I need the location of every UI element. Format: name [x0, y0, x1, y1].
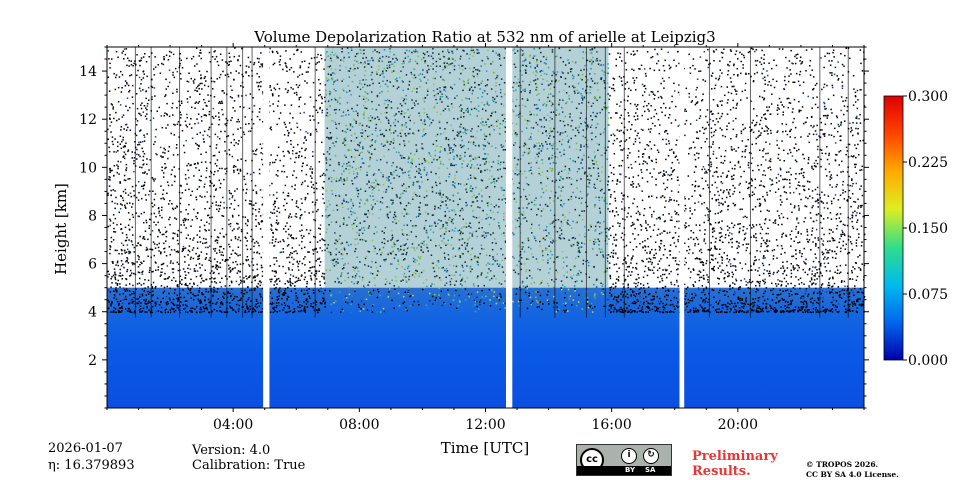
preliminary-notice: Preliminary Results. — [692, 449, 778, 479]
data-gap — [506, 47, 513, 408]
colorbar-tick-label: 0.300 — [908, 89, 948, 105]
copyright-text: © TROPOS 2026. — [806, 460, 879, 469]
cc-by-text: BY — [625, 466, 636, 474]
y-tick-label: 8 — [88, 208, 97, 224]
footer-date: 2026-01-07 — [48, 441, 123, 456]
y-tick-label: 4 — [88, 305, 97, 321]
colorbar-tick-label: 0.225 — [908, 155, 948, 171]
license-notice: © TROPOS 2026. CC BY SA 4.0 License. — [806, 460, 899, 480]
boundary-layer-region — [107, 287, 864, 408]
footer-calibration: Calibration: True — [192, 458, 306, 473]
preliminary-text: Preliminary — [692, 449, 778, 464]
y-tick-label: 10 — [79, 160, 97, 176]
colorbar-gradient — [883, 95, 904, 361]
x-tick-label: 08:00 — [339, 417, 379, 433]
data-gap — [263, 47, 270, 408]
y-tick-label: 2 — [88, 353, 97, 369]
x-tick-label: 04:00 — [213, 417, 253, 433]
cc-badge-strip — [577, 466, 671, 475]
x-tick-label: 16:00 — [591, 417, 631, 433]
share-alike-icon: ↻ — [643, 448, 659, 464]
footer-eta: η: 16.379893 — [48, 458, 135, 473]
x-tick-label: 20:00 — [718, 417, 758, 433]
cc-license-badge: cc i ↻ BY SA — [576, 444, 672, 476]
y-tick-label: 14 — [79, 64, 97, 80]
footer-version: Version: 4.0 — [192, 443, 271, 458]
axes: 04:00 08:00 12:00 16:00 20:00 2 4 6 8 10 12 14 — [79, 43, 869, 433]
chart-title: Volume Depolarization Ratio at 532 nm of… — [253, 28, 715, 46]
plot-area — [107, 47, 866, 408]
x-axis-label: Time [UTC] — [441, 439, 530, 457]
colorbar: 0.300 0.225 0.150 0.075 0.000 — [883, 89, 948, 369]
colorbar-tick-label: 0.150 — [908, 221, 948, 237]
colorbar-tick-label: 0.075 — [908, 287, 948, 303]
data-gap — [679, 47, 685, 408]
cc-sa-text: SA — [645, 466, 656, 474]
x-tick-label: 12:00 — [465, 417, 505, 433]
license-text: CC BY SA 4.0 License. — [806, 470, 899, 479]
y-tick-label: 6 — [88, 257, 97, 273]
results-text: Results. — [692, 464, 751, 479]
y-axis-label: Height [km] — [52, 183, 70, 275]
attribution-icon: i — [621, 448, 637, 464]
y-tick-label: 12 — [79, 112, 97, 128]
colorbar-tick-label: 0.000 — [908, 353, 948, 369]
dense-aerosol-region — [324, 47, 609, 288]
